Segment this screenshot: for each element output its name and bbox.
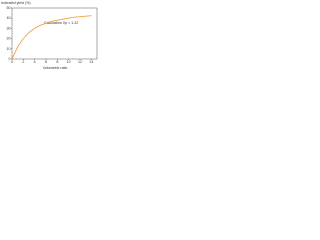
annotation: Calculation Vp = 1.22 — [44, 21, 78, 25]
chart: Indicated yield (%) Volumetric ratio Cal… — [1, 1, 98, 70]
y-tick-label: 40 — [7, 16, 11, 20]
x-axis-label: Volumetric ratio — [43, 66, 68, 70]
y-tick-label: 0 — [9, 57, 11, 61]
y-tick-label: 50 — [7, 6, 11, 10]
y-tick-label: 10 — [7, 47, 11, 51]
x-tick-label: 0 — [11, 60, 13, 64]
x-tick-label: 6 — [45, 60, 47, 64]
x-tick-label: 4 — [34, 60, 36, 64]
x-tick-label: 2 — [22, 60, 24, 64]
data-line — [11, 15, 92, 60]
plot-frame — [11, 7, 98, 60]
y-axis-label: Indicated yield (%) — [1, 1, 31, 5]
x-tick-label: 10 — [67, 60, 71, 64]
x-tick-label: 14 — [89, 60, 93, 64]
x-tick-label: 8 — [56, 60, 58, 64]
y-tick-label: 30 — [7, 26, 11, 30]
x-tick-label: 12 — [78, 60, 82, 64]
y-tick-label: 20 — [7, 37, 11, 41]
